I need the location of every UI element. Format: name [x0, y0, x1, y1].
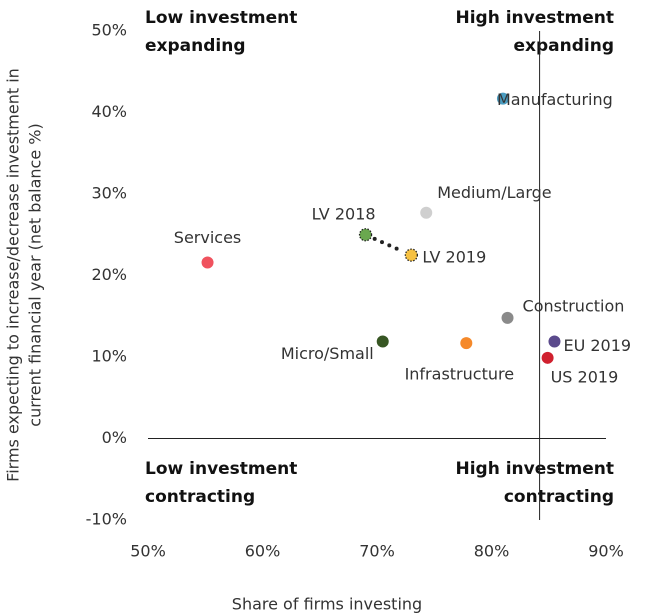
quadrant-label: contracting [145, 487, 255, 507]
point [501, 311, 514, 324]
x-tick-label: 50% [130, 542, 166, 561]
y-axis-title: current financial year (net balance %) [26, 123, 45, 426]
point-label: Construction [523, 296, 625, 315]
x-tick-label: 80% [474, 542, 510, 561]
quadrant-label: Low investment [145, 459, 297, 479]
point-label: Micro/Small [281, 344, 374, 363]
point-label: Services [174, 228, 241, 247]
y-tick-label: 40% [91, 102, 127, 121]
point-label: LV 2019 [422, 248, 486, 267]
point [201, 256, 214, 269]
point [358, 228, 373, 242]
quadrant-label: Low investment [145, 8, 297, 28]
y-tick-label: 20% [91, 265, 127, 284]
point-label: EU 2019 [563, 336, 631, 355]
x-tick-label: 90% [588, 542, 624, 561]
y-tick-label: 10% [91, 347, 127, 366]
point-label: Manufacturing [497, 90, 613, 109]
point-label: LV 2018 [312, 204, 376, 223]
quadrant-label: expanding [513, 36, 614, 56]
y-tick-label: 50% [91, 21, 127, 40]
y-tick-label: 30% [91, 184, 127, 203]
point [376, 335, 389, 348]
quadrant-label: expanding [145, 36, 246, 56]
quadrant-label: contracting [504, 487, 614, 507]
y-axis-title: Firms expecting to increase/decrease inv… [4, 68, 23, 482]
quadrant-label: High investment [455, 459, 614, 479]
y-tick-label: 0% [102, 428, 127, 447]
point [496, 92, 509, 105]
point-label: Medium/Large [437, 183, 551, 202]
point [548, 335, 561, 348]
point [420, 206, 433, 219]
x-tick-label: 60% [245, 542, 281, 561]
quadrant-label: High investment [455, 8, 614, 28]
connector [372, 236, 405, 254]
x-axis-title: Share of firms investing [232, 595, 422, 614]
point [541, 351, 554, 364]
point [404, 248, 419, 262]
y-tick-label: -10% [86, 510, 127, 529]
x-tick-label: 70% [359, 542, 395, 561]
point-label: US 2019 [551, 367, 619, 386]
point-label: Infrastructure [405, 365, 514, 384]
point [460, 337, 473, 350]
